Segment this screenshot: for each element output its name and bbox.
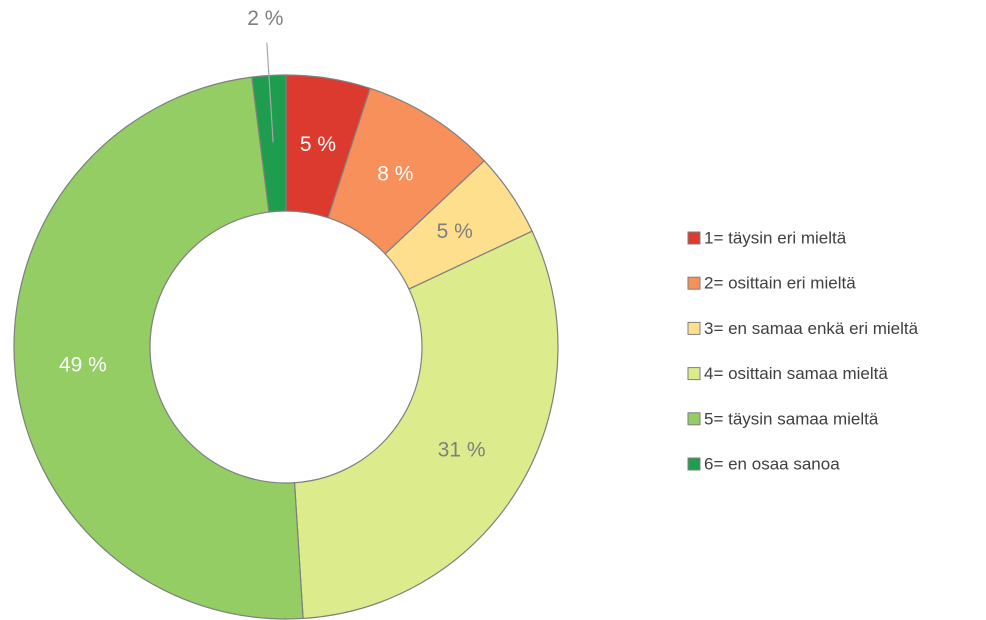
legend-label: 5= täysin samaa mieltä (704, 409, 879, 428)
legend-swatch (687, 321, 701, 335)
legend-label: 2= osittain eri mieltä (704, 274, 856, 293)
leader-line (266, 42, 274, 143)
legend-label: 4= osittain samaa mieltä (704, 364, 888, 383)
legend-label: 3= en samaa enkä eri mieltä (704, 319, 919, 338)
donut-slice (293, 230, 559, 620)
data-label: 5 % (300, 133, 336, 156)
legend-swatch (687, 367, 701, 381)
legend-swatch (687, 412, 701, 426)
data-label: 2 % (247, 7, 283, 30)
donut-slice (13, 76, 304, 620)
data-label: 31 % (438, 438, 486, 461)
data-label: 8 % (377, 162, 413, 185)
legend-label: 6= en osaa sanoa (704, 454, 840, 473)
legend-swatch (687, 276, 701, 290)
data-label: 49 % (59, 354, 107, 377)
legend-swatch (687, 231, 701, 245)
data-label: 5 % (437, 220, 473, 243)
legend-swatch (687, 457, 701, 471)
donut-slice (251, 74, 287, 213)
legend-label: 1= täysin eri mieltä (704, 228, 847, 247)
